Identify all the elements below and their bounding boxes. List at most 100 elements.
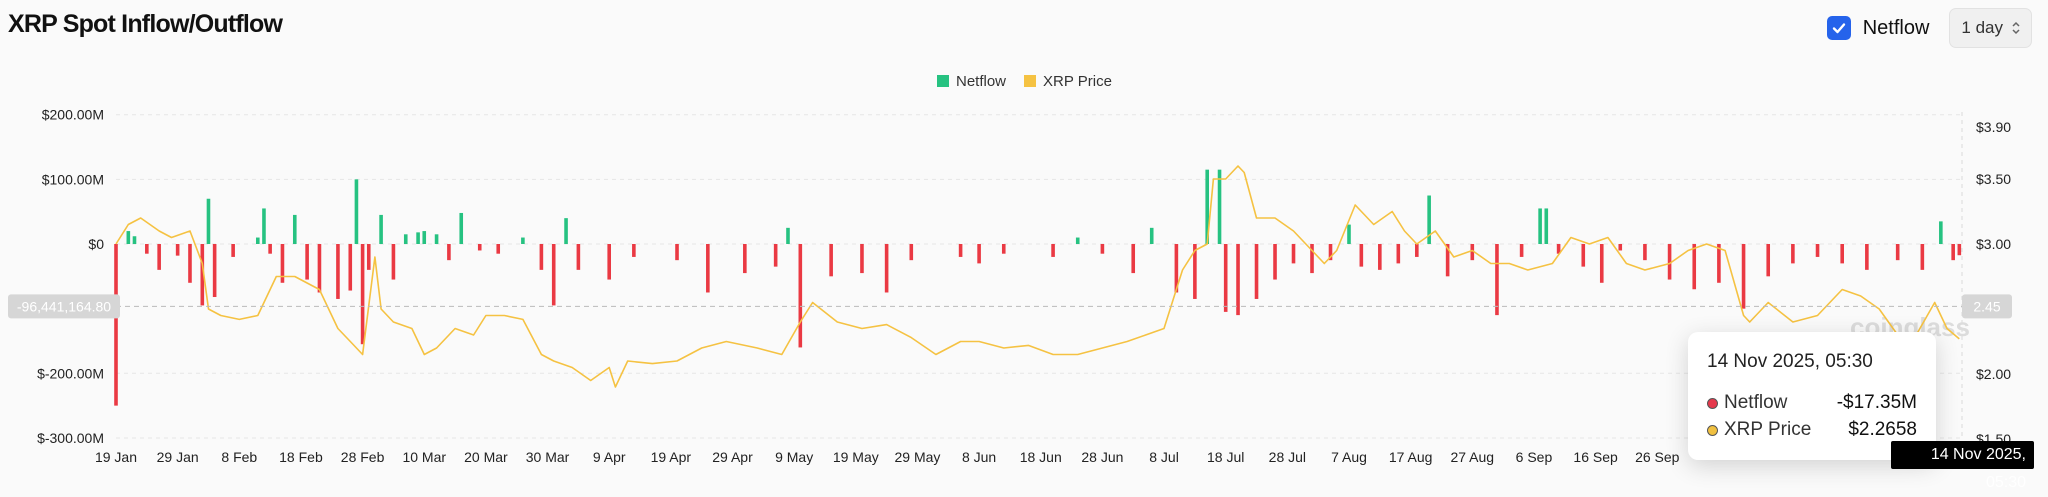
netflow-bar bbox=[366, 244, 371, 270]
netflow-bar bbox=[1581, 244, 1586, 267]
y-tick-right: $3.00 bbox=[1976, 236, 2011, 252]
y-tick-left: $200.00M bbox=[42, 107, 104, 123]
legend-swatch-1 bbox=[1024, 75, 1036, 87]
xrp-price-line bbox=[115, 165, 1960, 388]
netflow-bar bbox=[706, 244, 710, 293]
y-tick-left: $100.00M bbox=[42, 171, 104, 187]
chart-tooltip: 14 Nov 2025, 05:30 Netflow -$17.35M XRP … bbox=[1688, 332, 1936, 460]
netflow-bar bbox=[1519, 244, 1524, 257]
netflow-bar bbox=[354, 179, 359, 244]
y-tick-right: $3.50 bbox=[1976, 171, 2011, 187]
netflow-bar bbox=[132, 236, 137, 244]
netflow-bar bbox=[200, 244, 205, 306]
netflow-bar bbox=[1396, 244, 1401, 264]
netflow-bar bbox=[1544, 208, 1549, 244]
netflow-bar bbox=[798, 244, 803, 348]
netflow-bar bbox=[175, 244, 180, 256]
netflow-bar bbox=[317, 244, 322, 293]
x-tick-label: 9 May bbox=[775, 449, 813, 465]
netflow-bar bbox=[280, 244, 285, 283]
netflow-bar bbox=[1618, 244, 1623, 251]
netflow-bar bbox=[1470, 244, 1475, 261]
netflow-bar bbox=[360, 244, 365, 345]
netflow-checkbox-label[interactable]: Netflow bbox=[1862, 16, 1930, 39]
x-tick-label: 8 Jun bbox=[962, 449, 996, 465]
check-icon bbox=[1832, 23, 1845, 34]
netflow-bar bbox=[262, 208, 266, 244]
netflow-bar bbox=[539, 244, 544, 270]
netflow-bar bbox=[336, 244, 340, 299]
tooltip-row-netflow: Netflow -$17.35M bbox=[1707, 392, 1917, 414]
tooltip-row-price: XRP Price $2.2658 bbox=[1707, 419, 1917, 441]
netflow-bar bbox=[1957, 244, 1962, 256]
netflow-bar bbox=[1865, 244, 1869, 270]
netflow-bar bbox=[1100, 244, 1105, 254]
x-tick-label: 29 Jan bbox=[157, 449, 199, 465]
netflow-bar bbox=[1599, 244, 1604, 283]
netflow-bar bbox=[1495, 244, 1499, 316]
netflow-bar bbox=[1538, 208, 1542, 244]
legend-label-1: XRP Price bbox=[1043, 73, 1112, 90]
netflow-bar bbox=[551, 244, 556, 306]
netflow-bar bbox=[1840, 244, 1844, 264]
netflow-bar bbox=[145, 244, 149, 254]
x-tick-label: 18 Feb bbox=[279, 449, 323, 465]
x-tick-label: 17 Aug bbox=[1389, 449, 1433, 465]
x-tick-label: 7 Aug bbox=[1331, 449, 1367, 465]
netflow-bar bbox=[1643, 244, 1647, 261]
netflow-bar bbox=[496, 244, 501, 254]
y-tick-right: $3.90 bbox=[1976, 119, 2011, 135]
netflow-bar bbox=[958, 244, 963, 257]
netflow-checkbox[interactable] bbox=[1826, 16, 1851, 40]
x-tick-label: 28 Jun bbox=[1081, 449, 1123, 465]
netflow-bar bbox=[977, 244, 981, 264]
y-tick-left: $-300.00M bbox=[37, 430, 104, 446]
x-tick-label: 19 May bbox=[833, 449, 879, 465]
netflow-bar bbox=[1254, 244, 1259, 299]
interval-select[interactable]: 1 day bbox=[1949, 8, 2032, 48]
netflow-bar bbox=[632, 244, 636, 257]
netflow-bar bbox=[607, 244, 611, 280]
x-tick-label: 16 Sep bbox=[1573, 449, 1618, 465]
netflow-bar bbox=[1223, 244, 1228, 312]
netflow-bar bbox=[292, 214, 297, 244]
netflow-bar bbox=[1415, 244, 1419, 257]
x-tick-label: 19 Jan bbox=[95, 449, 137, 465]
x-tick-label: 20 Mar bbox=[464, 449, 508, 465]
netflow-bar bbox=[675, 244, 679, 261]
x-tick-label: 28 Feb bbox=[341, 449, 385, 465]
crosshair-left-label: -96,441,164.80 bbox=[17, 298, 111, 314]
netflow-bar bbox=[1001, 244, 1006, 254]
tooltip-date: 14 Nov 2025, 05:30 bbox=[1707, 351, 1873, 372]
x-tick-label: 29 May bbox=[894, 449, 940, 465]
netflow-bar bbox=[1075, 237, 1080, 244]
netflow-bar bbox=[348, 244, 353, 291]
netflow-bar bbox=[909, 244, 914, 261]
netflow-bar bbox=[564, 218, 568, 244]
x-tick-label: 8 Feb bbox=[221, 449, 257, 465]
netflow-bar bbox=[1217, 169, 1222, 244]
netflow-bar bbox=[1920, 244, 1925, 270]
netflow-bar bbox=[1051, 244, 1055, 257]
legend-swatch-0 bbox=[937, 75, 949, 87]
netflow-bar bbox=[1328, 244, 1333, 261]
chart-canvas[interactable]: Netflow XRP Price $200.00M $100.00M $0 $-200.… bbox=[0, 0, 2048, 487]
netflow-bar bbox=[1692, 244, 1697, 290]
netflow-bar bbox=[1951, 244, 1955, 261]
netflow-bar bbox=[1895, 244, 1900, 261]
x-tick-label: 9 Apr bbox=[593, 449, 626, 465]
page-title: XRP Spot Inflow/Outflow bbox=[8, 10, 283, 38]
netflow-bar bbox=[379, 214, 383, 244]
netflow-bar bbox=[1556, 244, 1561, 254]
netflow-bar bbox=[231, 244, 235, 257]
netflow-bar bbox=[1149, 227, 1154, 244]
netflow-bar bbox=[459, 212, 464, 244]
crosshair-x-label: 14 Nov 2025, 05:30 bbox=[1891, 441, 2034, 491]
tooltip-price-value: $2.2658 bbox=[1848, 419, 1917, 440]
netflow-bar bbox=[477, 244, 482, 251]
netflow-bar bbox=[1741, 244, 1746, 309]
netflow-dot-icon bbox=[1707, 397, 1718, 409]
netflow-bar bbox=[860, 244, 864, 274]
x-tick-label: 30 Mar bbox=[526, 449, 570, 465]
x-tick-label: 6 Sep bbox=[1516, 449, 1553, 465]
